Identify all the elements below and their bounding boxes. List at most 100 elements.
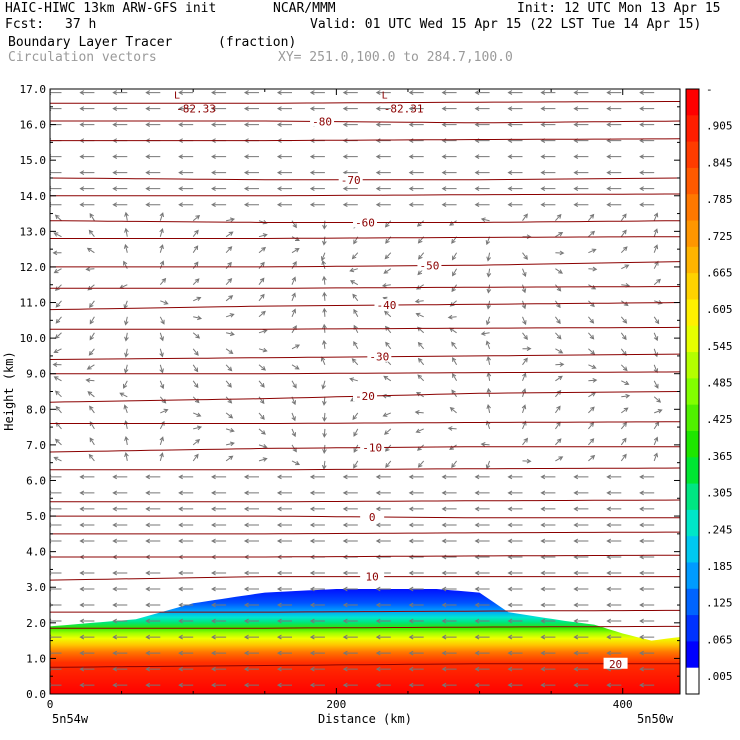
circulation-vector xyxy=(258,380,265,388)
colorbar-swatch xyxy=(686,378,699,406)
circulation-vector xyxy=(159,227,164,237)
circulation-vector xyxy=(653,212,659,221)
circulation-vector xyxy=(474,634,490,640)
circulation-vector xyxy=(375,506,391,512)
circulation-vector xyxy=(588,213,595,222)
circulation-vector xyxy=(276,538,292,544)
circulation-vector xyxy=(555,284,562,292)
circulation-vector xyxy=(486,268,492,278)
contour-label: 0 xyxy=(369,511,376,524)
circulation-vector xyxy=(342,122,358,127)
colorbar-label: - xyxy=(706,83,713,96)
contour-label: -10 xyxy=(362,442,382,455)
circulation-vector xyxy=(507,618,523,624)
circulation-vector xyxy=(112,474,128,480)
circulation-vector xyxy=(385,460,392,469)
circulation-vector xyxy=(653,396,662,403)
colorbar-swatch xyxy=(686,641,699,669)
circulation-vector xyxy=(441,106,457,111)
circulation-vector xyxy=(342,666,358,672)
circulation-vector xyxy=(375,202,391,208)
circulation-vector xyxy=(474,474,490,480)
circulation-vector xyxy=(243,682,259,688)
circulation-vector xyxy=(211,506,227,512)
circulation-vector xyxy=(375,122,391,127)
circulation-vector xyxy=(606,154,622,159)
circulation-vector xyxy=(309,106,325,111)
circulation-vector xyxy=(573,186,589,192)
circulation-vector xyxy=(211,634,227,640)
colorbar-label: .425 xyxy=(706,413,733,426)
circulation-vector xyxy=(112,586,128,592)
circulation-vector xyxy=(243,106,259,111)
circulation-vector xyxy=(178,202,194,208)
circulation-vector xyxy=(474,202,490,208)
circulation-vector xyxy=(653,228,659,237)
colorbar-swatch xyxy=(686,430,699,458)
low-marker: L xyxy=(382,90,388,101)
circulation-vector xyxy=(408,634,424,640)
circulation-vector xyxy=(124,332,129,342)
circulation-vector xyxy=(79,490,95,496)
circulation-vector xyxy=(441,538,457,544)
circulation-vector xyxy=(309,618,325,624)
circulation-vector xyxy=(192,261,199,269)
circulation-vector xyxy=(243,650,259,656)
circulation-vector xyxy=(573,106,589,111)
circulation-vector xyxy=(606,122,622,127)
colorbar-swatch xyxy=(686,115,699,143)
circulation-vector xyxy=(441,90,457,95)
low-marker: L xyxy=(174,90,180,101)
circulation-vector xyxy=(145,522,161,528)
circulation-vector xyxy=(540,618,556,624)
circulation-vector xyxy=(540,90,556,95)
y-tick-label: 2.0 xyxy=(26,617,46,630)
circulation-vector xyxy=(322,412,327,422)
circulation-vector xyxy=(342,90,358,95)
circulation-vector xyxy=(243,538,259,544)
circulation-vector xyxy=(342,474,358,480)
circulation-vector xyxy=(451,341,457,350)
circulation-vector xyxy=(653,421,660,430)
circulation-vector xyxy=(88,348,95,356)
circulation-vector xyxy=(145,202,161,208)
circulation-vector xyxy=(441,170,457,176)
colorbar-label: .485 xyxy=(706,377,733,390)
circulation-vector xyxy=(243,186,259,192)
circulation-vector xyxy=(79,202,95,208)
circulation-vector xyxy=(86,364,95,370)
circulation-vector xyxy=(211,106,227,111)
circulation-vector xyxy=(384,428,392,435)
circulation-vector xyxy=(474,490,490,496)
circulation-vector xyxy=(160,408,169,414)
circulation-vector xyxy=(276,682,292,688)
circulation-vector xyxy=(79,634,95,640)
y-tick-label: 16.0 xyxy=(20,119,47,132)
circulation-vector xyxy=(124,227,129,237)
y-tick-label: 11.0 xyxy=(20,297,47,310)
circulation-vector xyxy=(145,186,161,192)
x-tick-label: 200 xyxy=(326,698,346,711)
circulation-vector xyxy=(540,186,556,192)
circulation-vector xyxy=(87,391,95,398)
circulation-vector xyxy=(322,291,327,301)
circulation-vector xyxy=(385,444,392,452)
circulation-vector xyxy=(225,261,232,270)
colorbar-swatch xyxy=(686,273,699,300)
isotherm-line xyxy=(50,286,680,289)
circulation-vector xyxy=(408,570,424,576)
circulation-vector xyxy=(225,231,234,238)
colorbar-swatch xyxy=(686,457,699,485)
circulation-vector xyxy=(588,438,595,446)
y-tick-label: 1.0 xyxy=(26,652,46,665)
circulation-vector xyxy=(211,474,227,480)
circulation-vector xyxy=(159,316,165,325)
circulation-vector xyxy=(588,332,595,340)
circulation-vector xyxy=(639,490,655,496)
right-corner-label: 5n50w xyxy=(637,712,674,726)
circulation-vector xyxy=(178,490,194,496)
circulation-vector xyxy=(159,452,164,462)
circulation-vector xyxy=(79,90,95,95)
circulation-vector xyxy=(441,490,457,496)
circulation-vector xyxy=(375,618,391,624)
